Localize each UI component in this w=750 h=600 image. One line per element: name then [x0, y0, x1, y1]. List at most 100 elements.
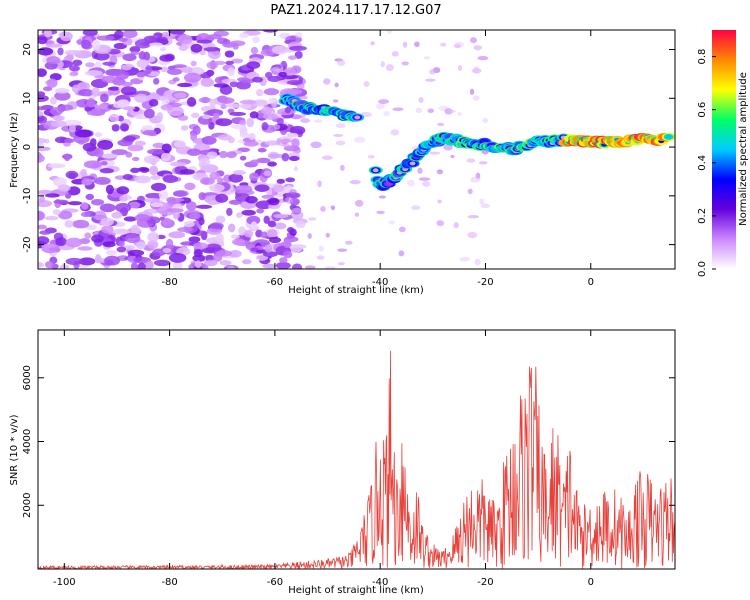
heatmap-cell — [83, 160, 102, 169]
heatmap-cell — [239, 132, 250, 138]
heatmap-cell — [209, 222, 224, 230]
heatmap-cell — [467, 231, 478, 239]
heatmap-cell — [184, 182, 196, 191]
y-tick-label: 0 — [22, 144, 33, 150]
heatmap-cell — [281, 152, 290, 162]
heatmap-cell — [307, 233, 312, 239]
heatmap-cell — [243, 140, 259, 147]
heatmap-cell — [260, 231, 268, 239]
heatmap-cell — [82, 30, 98, 37]
heatmap-cell — [194, 260, 202, 268]
heatmap-cell — [49, 107, 63, 116]
heatmap-cell — [64, 220, 74, 228]
heatmap-cell — [239, 32, 249, 39]
heatmap-cell — [147, 232, 160, 242]
heatmap-cell — [38, 106, 47, 111]
heatmap-cell — [333, 133, 344, 137]
heatmap-cell — [106, 249, 118, 256]
heatmap-cell — [423, 56, 431, 60]
heatmap-cell — [215, 215, 226, 224]
heatmap-cell — [111, 149, 128, 156]
heatmap-cell — [224, 50, 235, 58]
heatmap-cell — [446, 109, 456, 113]
heatmap-panel: -100 -80 -60 -40 -20 0 20 10 0 -10 -20 Height of … — [9, 29, 676, 296]
heatmap-cell — [63, 119, 82, 127]
heatmap-cell — [289, 155, 300, 162]
heatmap-cell — [145, 260, 154, 269]
heatmap-cell — [229, 111, 247, 117]
heatmap-cell — [289, 244, 303, 253]
heatmap-cell — [335, 140, 346, 146]
heatmap-cell — [398, 250, 405, 257]
heatmap-cell — [200, 77, 215, 88]
heatmap-cell — [186, 97, 197, 107]
heatmap-cell — [161, 143, 172, 154]
heatmap-cell — [263, 215, 270, 224]
heatmap-cell — [123, 135, 136, 142]
heatmap-cell — [263, 113, 279, 120]
heatmap-cell — [94, 132, 103, 138]
heatmap-cell — [100, 93, 109, 103]
heatmap-cell — [65, 170, 79, 179]
heatmap-cell — [153, 77, 160, 85]
heatmap-cell — [58, 104, 74, 111]
heatmap-cell — [77, 246, 93, 251]
heatmap-cell — [246, 61, 261, 69]
heatmap-cell — [53, 199, 69, 204]
heatmap-cell — [80, 202, 89, 210]
heatmap-cell — [344, 240, 353, 245]
heatmap-cell — [173, 92, 187, 99]
heatmap-cell — [122, 30, 138, 39]
heatmap-cell — [272, 184, 285, 193]
heatmap-cell — [92, 210, 107, 221]
heatmap-cell — [78, 88, 94, 97]
heatmap-cell — [190, 112, 200, 118]
heatmap-cell — [230, 124, 247, 129]
heatmap-cell — [215, 193, 229, 203]
heatmap-cell — [65, 257, 83, 266]
heatmap-cell — [339, 164, 345, 171]
heatmap-cell — [120, 64, 133, 71]
heatmap-cell — [276, 118, 284, 126]
colorbar-gradient — [712, 30, 736, 269]
x-tick-label: -20 — [477, 577, 493, 588]
heatmap-cell — [150, 182, 167, 192]
heatmap-cell — [249, 172, 259, 181]
heatmap-cell — [215, 250, 232, 257]
heatmap-cell — [267, 204, 281, 210]
heatmap-cell — [208, 200, 218, 206]
heatmap-cell — [115, 81, 134, 87]
heatmap-cell — [262, 30, 279, 33]
colorbar-tick-label: 0.4 — [697, 155, 708, 171]
x-tick-label: -80 — [161, 277, 177, 288]
heatmap-cell — [267, 161, 277, 167]
heatmap-cell — [234, 184, 253, 194]
heatmap-cells — [38, 30, 675, 269]
heatmap-cell — [453, 222, 459, 229]
heatmap-cell — [186, 201, 197, 211]
heatmap-cell — [401, 61, 409, 66]
heatmap-cell — [143, 155, 160, 164]
heatmap-cell — [267, 153, 285, 158]
heatmap-cell — [261, 194, 275, 199]
heatmap-cell — [50, 120, 67, 128]
heatmap-cell — [337, 261, 345, 266]
heatmap-cell — [252, 36, 260, 43]
heatmap-cell — [155, 36, 168, 43]
heatmap-cell — [137, 262, 146, 269]
x-tick-label: -60 — [267, 277, 283, 288]
heatmap-cell — [204, 259, 218, 267]
heatmap-cell — [134, 93, 149, 103]
heatmap-cell — [119, 196, 128, 202]
heatmap-cell — [250, 46, 259, 55]
heatmap-cell — [71, 84, 81, 94]
x-tick-label: 0 — [588, 577, 594, 588]
heatmap-cell — [97, 139, 114, 150]
heatmap-cell — [54, 91, 71, 101]
heatmap-cell — [38, 142, 44, 147]
heatmap-cell — [241, 259, 252, 265]
heatmap-cell — [482, 117, 488, 124]
heatmap-cell — [91, 87, 100, 97]
x-tick-label: -80 — [161, 577, 177, 588]
colorbar-label: Normalized spectral amplitude — [738, 72, 749, 226]
